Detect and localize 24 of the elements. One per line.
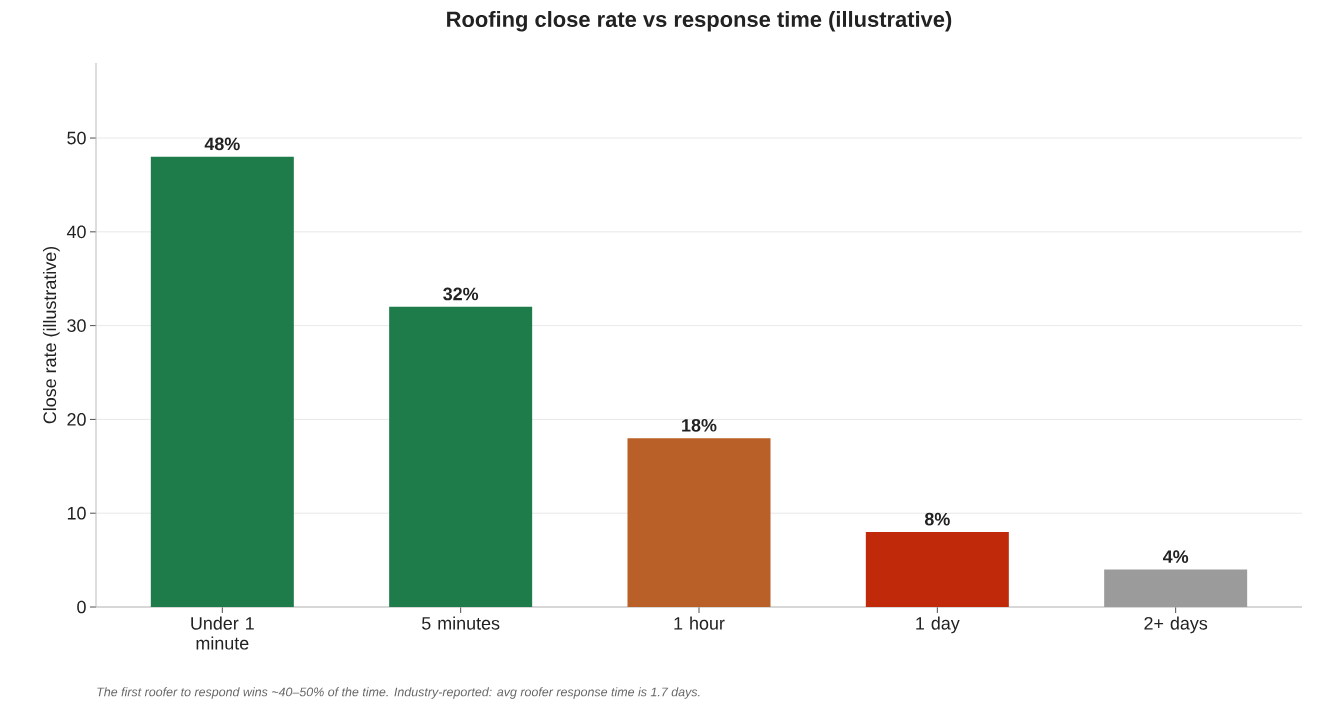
y-tick-label: 0 — [77, 600, 86, 614]
data-label: 48% — [204, 137, 240, 151]
data-label: 8% — [924, 512, 950, 526]
chart-title: Roofing close rate vs response time (illustrative) — [447, 10, 952, 32]
x-tick-label: 1 day — [916, 616, 960, 634]
y-tick-label: 20 — [67, 413, 86, 426]
bar — [627, 438, 771, 607]
bar — [1104, 569, 1248, 607]
y-tick-label: 40 — [66, 225, 86, 239]
text: The first roofer to respond wins ~40–50% of the time. Industry-reported: avg roofer response time is 1.7 days. — [97, 687, 700, 699]
x-tick-label: Under 1 minute — [191, 616, 254, 650]
bar — [865, 531, 1009, 607]
y-tick-label: 50 — [67, 131, 86, 145]
x-tick-label: 2+ days — [1144, 616, 1208, 634]
bar — [150, 156, 294, 607]
data-label: 32% — [443, 287, 479, 301]
data-label: 18% — [682, 418, 717, 432]
y-tick-label: 30 — [67, 319, 86, 332]
x-tick-label: 5 minutes — [422, 616, 500, 630]
bar — [389, 306, 533, 607]
y-axis-title: Close rate (illustrative) — [42, 246, 60, 424]
x-tick-label: 1 hour — [674, 616, 725, 630]
data-label: 4% — [1162, 550, 1189, 563]
y-tick-label: 10 — [67, 506, 86, 520]
